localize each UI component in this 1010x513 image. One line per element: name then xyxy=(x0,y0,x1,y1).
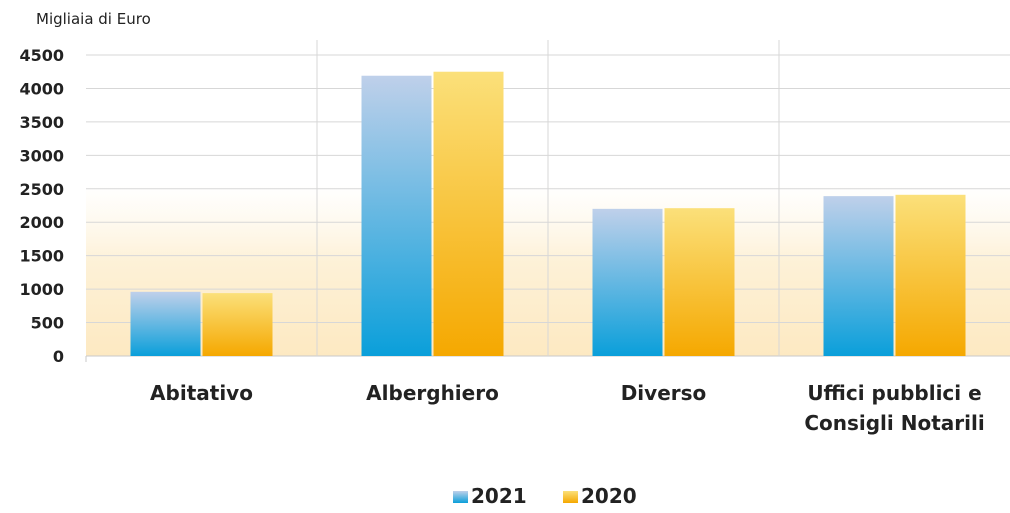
y-tick-label: 3000 xyxy=(19,146,64,165)
y-tick-label: 1500 xyxy=(19,247,64,266)
bar-2021-1 xyxy=(361,75,432,356)
legend-swatch-2021 xyxy=(453,491,468,503)
category-label: Diverso xyxy=(621,381,707,405)
category-label: Abitativo xyxy=(150,381,253,405)
bars xyxy=(130,71,966,356)
y-tick-label: 2000 xyxy=(19,213,64,232)
bar-2020-0 xyxy=(202,293,273,356)
bar-2021-2 xyxy=(592,208,663,356)
category-label: Consigli Notarili xyxy=(804,411,984,435)
bar-2020-3 xyxy=(895,194,966,356)
y-axis-ticks: 0 500 1000 1500 2000 2500 3000 3500 4000 4500 xyxy=(19,46,64,366)
y-tick-label: 0 xyxy=(53,347,64,366)
legend-label-2021: 2021 xyxy=(471,484,527,508)
bar-2020-1 xyxy=(433,71,504,356)
y-tick-label: 4500 xyxy=(19,46,64,65)
category-label: Uffici pubblici e xyxy=(807,381,981,405)
gridlines xyxy=(85,40,1010,362)
bar-2021-0 xyxy=(130,291,201,356)
legend-label-2020: 2020 xyxy=(581,484,637,508)
y-unit-label: Migliaia di Euro xyxy=(36,10,151,28)
y-tick-label: 4000 xyxy=(19,79,64,98)
legend: 2021 2020 xyxy=(453,484,637,508)
bar-2020-2 xyxy=(664,208,735,356)
x-axis-categories: Abitativo Alberghiero Diverso Uffici pubbli… xyxy=(150,381,985,435)
y-tick-label: 500 xyxy=(31,314,64,333)
y-tick-label: 2500 xyxy=(19,180,64,199)
y-tick-label: 3500 xyxy=(19,113,64,132)
bar-2021-3 xyxy=(823,196,894,356)
category-label: Alberghiero xyxy=(366,381,499,405)
y-tick-label: 1000 xyxy=(19,280,64,299)
legend-swatch-2020 xyxy=(563,491,578,503)
